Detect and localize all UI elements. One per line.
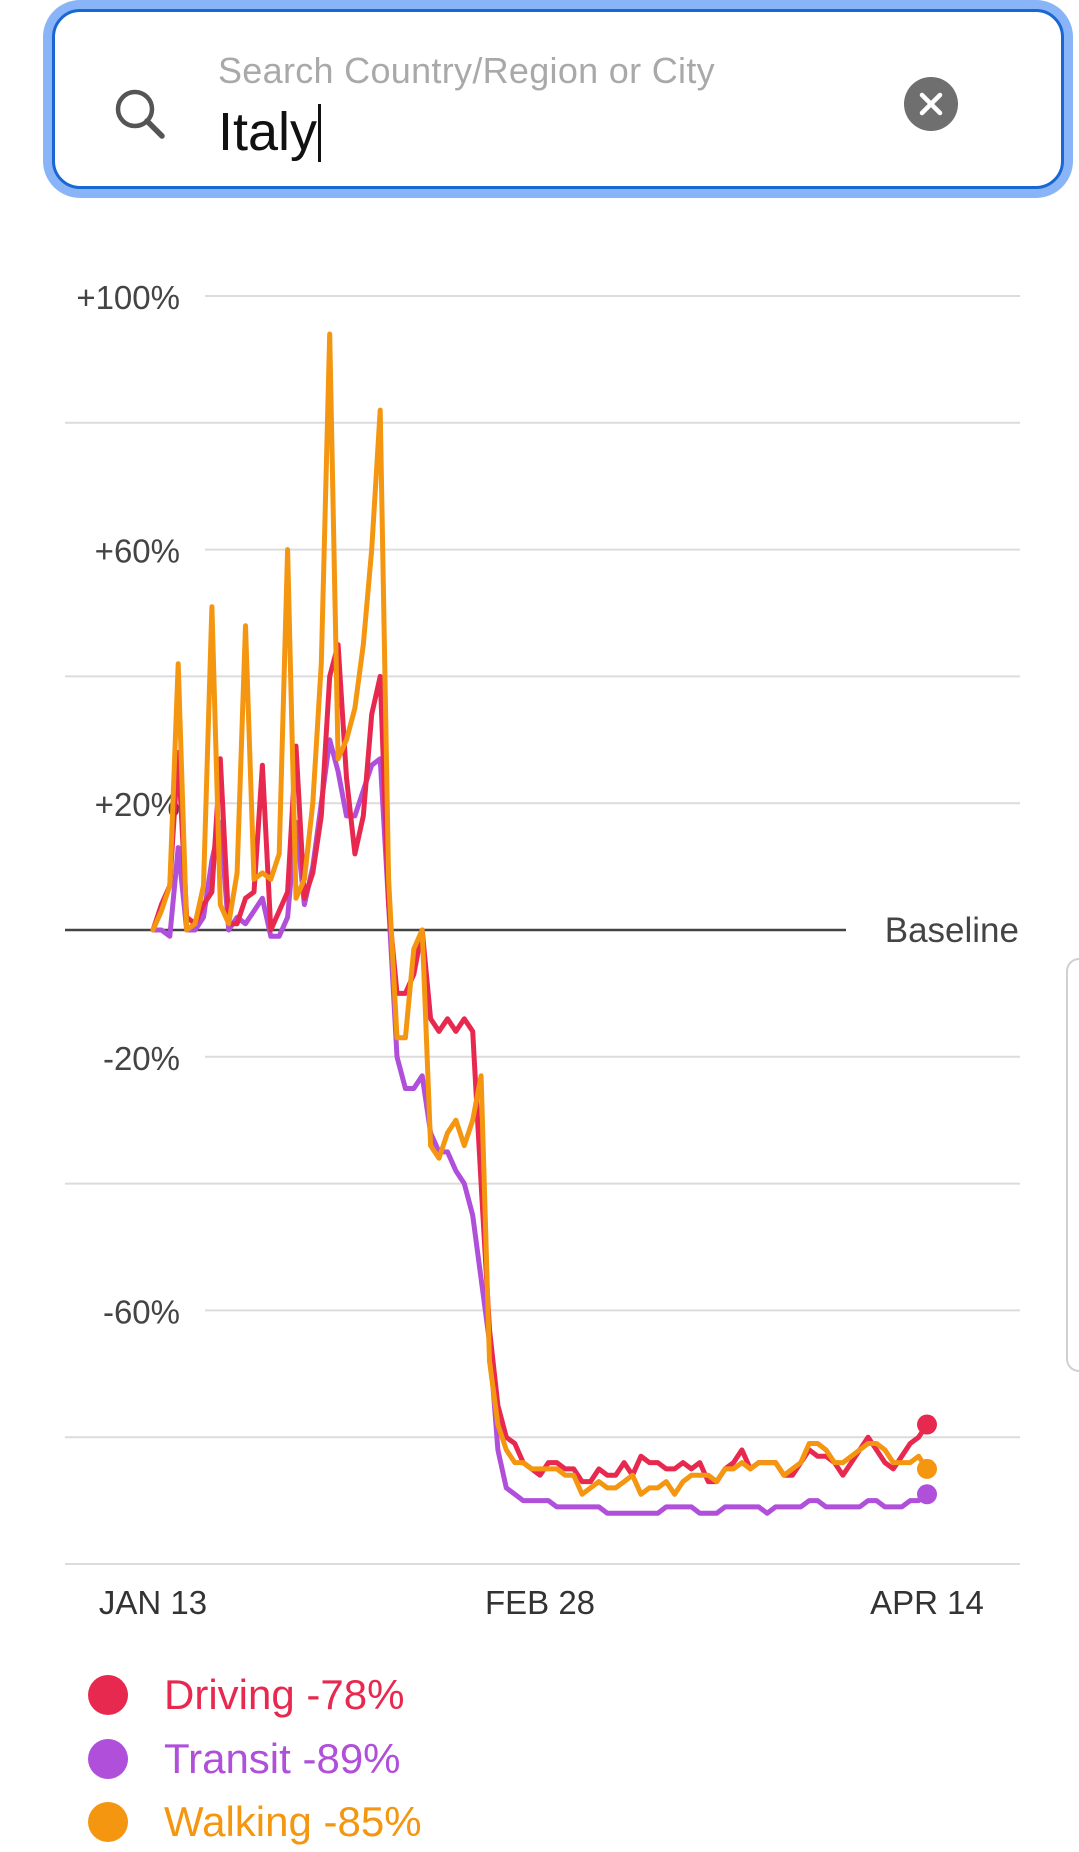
y-tick-label: +60% [95, 533, 180, 570]
legend-dot [88, 1739, 128, 1779]
search-box[interactable]: Search Country/Region or City Italy [52, 9, 1064, 189]
series-line-walking [150, 331, 930, 1497]
search-input-text: Italy [218, 102, 318, 162]
legend-dot [88, 1802, 128, 1842]
series-line-driving [150, 642, 930, 1485]
search-input[interactable]: Italy [218, 102, 322, 162]
y-tick-label: +20% [95, 786, 180, 823]
x-tick-label: JAN 13 [99, 1584, 207, 1621]
y-tick-label: +100% [76, 279, 180, 316]
series-line-transit [150, 737, 930, 1516]
y-tick-label: -20% [103, 1040, 180, 1077]
mobility-line-chart: +100% +60% +20% -20% -60% Baseline JAN 13 FEB 2… [65, 279, 1020, 1621]
baseline-label: Baseline [885, 911, 1019, 950]
legend-label: Transit -89% [164, 1735, 401, 1782]
side-panel-handle[interactable] [1066, 958, 1079, 1372]
series-endpoint-driving [917, 1414, 937, 1435]
search-icon [110, 84, 170, 144]
y-tick-label: -60% [103, 1293, 180, 1330]
legend-label: Walking -85% [164, 1798, 422, 1845]
series-endpoint-transit [917, 1484, 937, 1505]
x-tick-label: APR 14 [870, 1584, 984, 1621]
legend-dot [88, 1675, 128, 1715]
clear-search-button[interactable] [904, 77, 958, 131]
legend-label: Driving -78% [164, 1671, 405, 1718]
search-label: Search Country/Region or City [218, 50, 715, 91]
close-icon [919, 92, 943, 116]
series-endpoint-walking [917, 1458, 937, 1479]
text-caret [318, 104, 322, 162]
x-tick-label: FEB 28 [485, 1584, 595, 1621]
